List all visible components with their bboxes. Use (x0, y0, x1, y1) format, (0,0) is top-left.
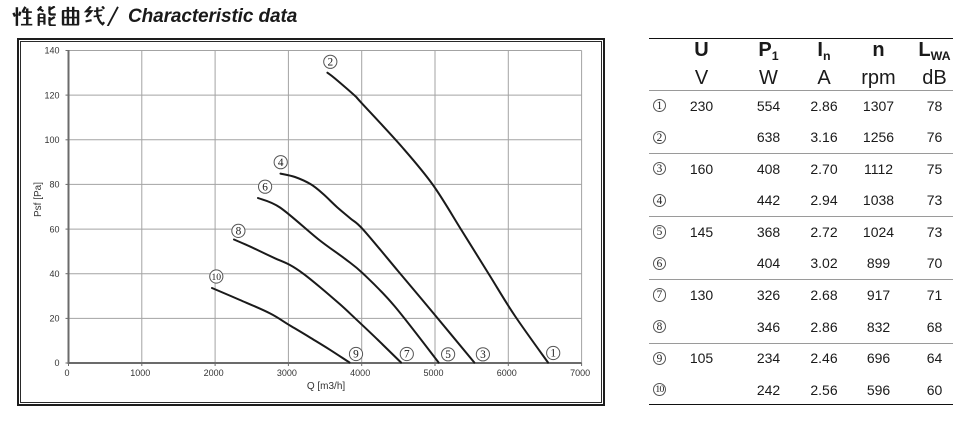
svg-text:Q [m3/h]: Q [m3/h] (307, 381, 346, 392)
svg-text:80: 80 (49, 180, 59, 190)
svg-text:1000: 1000 (130, 368, 150, 378)
svg-text:7000: 7000 (570, 368, 590, 378)
svg-text:140: 140 (44, 46, 59, 56)
svg-text:6: 6 (262, 181, 268, 193)
svg-text:7: 7 (404, 349, 410, 361)
svg-text:60: 60 (49, 224, 59, 234)
svg-text:100: 100 (44, 135, 59, 145)
svg-text:0: 0 (64, 368, 69, 378)
svg-text:4: 4 (278, 157, 284, 169)
svg-text:5000: 5000 (423, 368, 443, 378)
svg-text:0: 0 (54, 358, 59, 368)
svg-text:20: 20 (49, 314, 59, 324)
svg-text:Psf [Pa]: Psf [Pa] (33, 182, 44, 217)
svg-text:1: 1 (550, 348, 556, 360)
svg-text:3000: 3000 (277, 368, 297, 378)
svg-text:4000: 4000 (350, 368, 370, 378)
svg-text:9: 9 (353, 349, 359, 361)
svg-text:8: 8 (236, 226, 242, 238)
svg-text:40: 40 (49, 269, 59, 279)
svg-text:6000: 6000 (497, 368, 517, 378)
svg-text:10: 10 (212, 272, 222, 283)
svg-text:2000: 2000 (204, 368, 224, 378)
svg-text:2: 2 (327, 56, 333, 68)
svg-text:3: 3 (480, 349, 486, 361)
svg-text:120: 120 (44, 90, 59, 100)
svg-text:5: 5 (445, 349, 451, 361)
